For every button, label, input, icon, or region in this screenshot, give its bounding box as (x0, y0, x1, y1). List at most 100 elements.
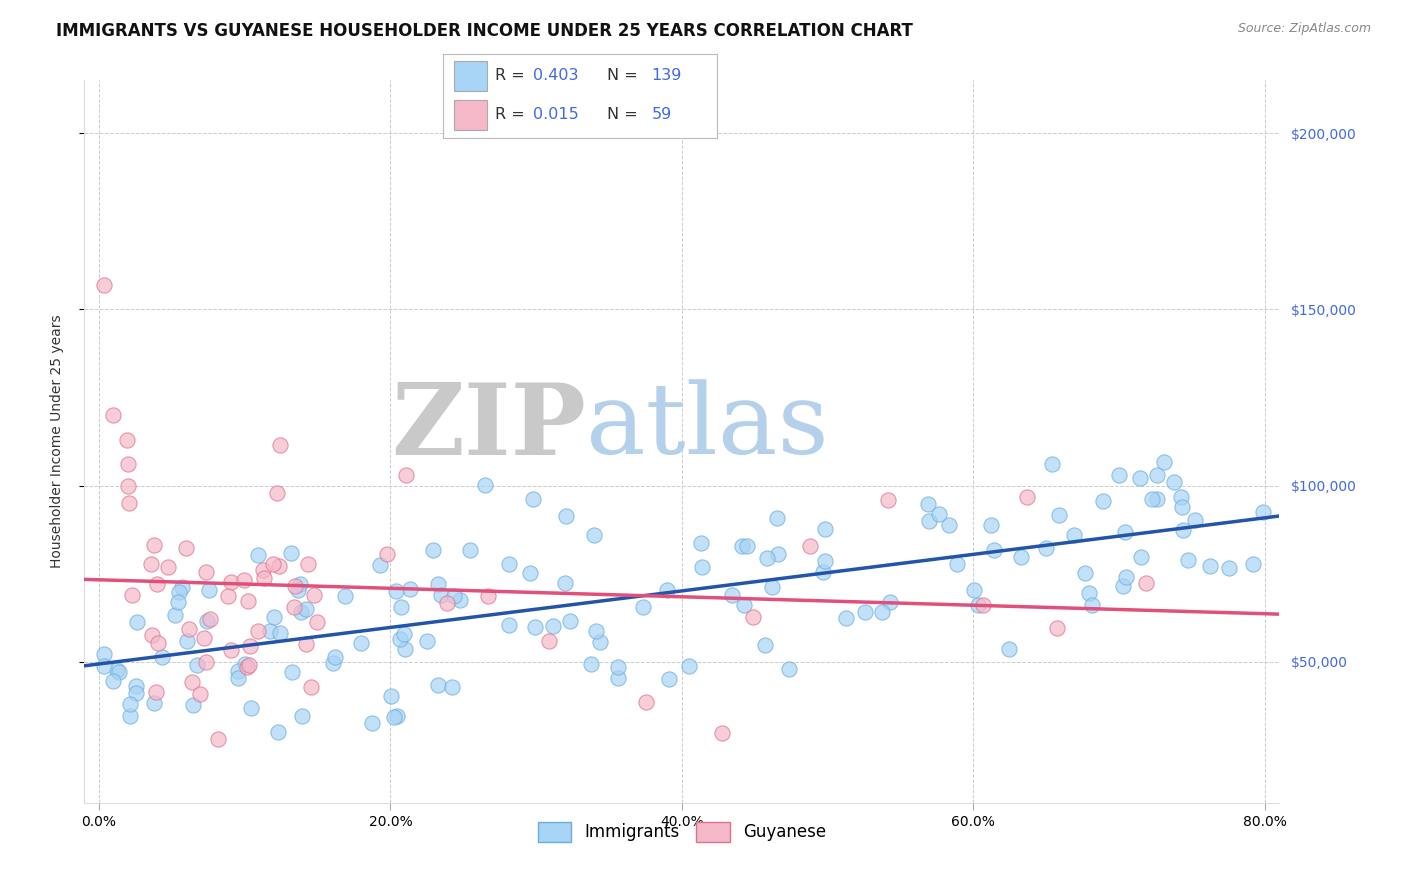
Point (917, 497, 939, 511)
Point (735, 540, 758, 554)
Point (415, 634, 437, 648)
Point (634, 695, 657, 709)
Point (297, 557, 319, 571)
Point (458, 542, 481, 557)
Point (198, 612, 221, 626)
Point (236, 659, 259, 673)
Point (322, 656, 344, 670)
Point (170, 580, 193, 594)
Point (382, 710, 405, 724)
Text: 0.015: 0.015 (533, 107, 579, 122)
Point (291, 709, 314, 723)
Point (233, 574, 256, 588)
Point (259, 624, 281, 639)
Point (290, 605, 312, 619)
Point (299, 680, 322, 694)
Point (1129, 471, 1152, 485)
Point (118, 496, 141, 510)
Point (269, 438, 291, 452)
Point (263, 610, 285, 624)
Point (741, 610, 763, 624)
Point (720, 588, 742, 602)
Point (436, 596, 458, 610)
Point (422, 543, 444, 558)
Point (269, 626, 291, 640)
Point (655, 582, 678, 597)
Point (983, 543, 1005, 558)
Point (247, 548, 270, 562)
Point (498, 617, 520, 632)
Point (152, 649, 174, 664)
Point (350, 636, 373, 650)
Point (946, 557, 969, 571)
Point (631, 599, 654, 614)
Point (105, 664, 128, 678)
Point (267, 725, 290, 739)
Point (186, 658, 208, 673)
Point (302, 589, 325, 603)
Point (585, 624, 607, 638)
Point (389, 599, 412, 614)
Point (1108, 467, 1130, 482)
Y-axis label: Householder Income Under 25 years: Householder Income Under 25 years (49, 315, 63, 568)
Point (226, 671, 249, 685)
Point (1046, 621, 1069, 635)
Point (93, 658, 115, 673)
Point (426, 577, 449, 591)
Point (426, 678, 449, 692)
Point (238, 639, 260, 653)
Point (246, 624, 269, 638)
Text: R =: R = (495, 68, 530, 83)
Point (1040, 457, 1063, 471)
Point (195, 655, 218, 669)
Point (193, 631, 215, 645)
Point (280, 665, 302, 679)
Point (323, 650, 346, 665)
Point (1081, 598, 1104, 612)
Text: 139: 139 (651, 68, 682, 83)
Point (523, 620, 546, 634)
Point (519, 566, 541, 580)
Point (589, 635, 612, 649)
Point (117, 433, 139, 447)
Point (1010, 550, 1032, 565)
Point (449, 593, 471, 607)
Point (190, 687, 212, 701)
Point (380, 690, 402, 704)
Point (283, 600, 305, 615)
Point (253, 570, 276, 584)
Text: N =: N = (607, 68, 644, 83)
Text: 0.403: 0.403 (533, 68, 579, 83)
Point (117, 478, 139, 492)
Point (290, 577, 312, 591)
Point (522, 492, 544, 507)
Point (755, 550, 778, 565)
Point (141, 628, 163, 642)
Point (385, 708, 408, 723)
Point (368, 558, 391, 573)
Point (1163, 475, 1185, 489)
Point (1146, 491, 1168, 506)
Point (938, 518, 960, 533)
Point (607, 671, 630, 685)
Point (219, 574, 242, 589)
Text: Source: ZipAtlas.com: Source: ZipAtlas.com (1237, 22, 1371, 36)
Point (1015, 491, 1038, 505)
Point (221, 642, 243, 657)
Point (998, 642, 1021, 657)
Point (167, 594, 190, 608)
Point (541, 619, 564, 633)
Point (398, 582, 420, 596)
Point (252, 563, 274, 577)
Point (165, 608, 187, 623)
Point (238, 657, 260, 672)
Point (195, 566, 218, 580)
Point (120, 709, 142, 723)
Point (295, 602, 318, 616)
Point (690, 535, 713, 549)
Text: ZIP: ZIP (391, 378, 586, 475)
Point (1184, 513, 1206, 527)
Point (266, 486, 288, 500)
Point (1140, 492, 1163, 507)
Point (125, 686, 148, 700)
